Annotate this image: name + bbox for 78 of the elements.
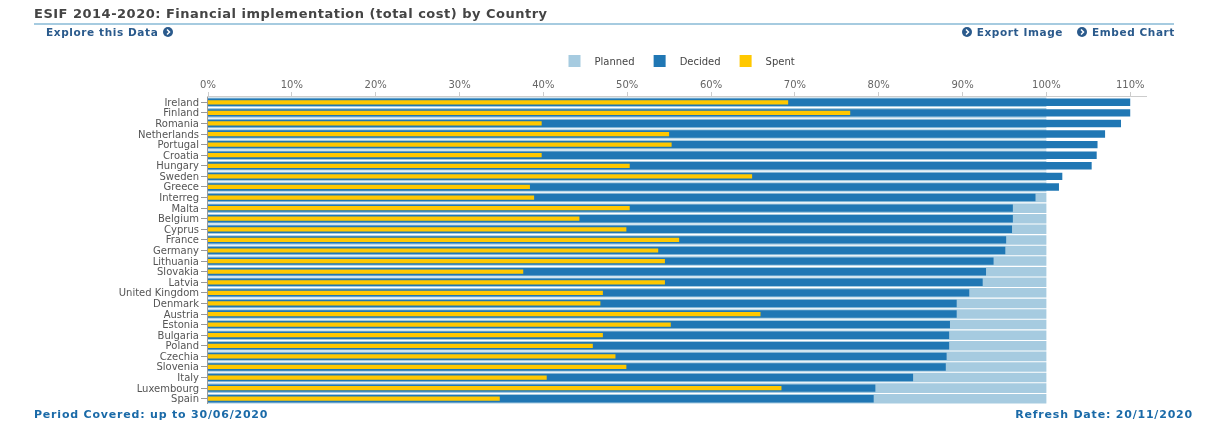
x-tick-label: 110%: [1115, 79, 1145, 90]
x-tick-label: 0%: [200, 79, 216, 90]
bar: [208, 269, 524, 274]
chart-title: ESIF 2014-2020: Financial implementation (total cost) by Country: [34, 6, 1174, 25]
bar: [208, 354, 616, 359]
x-tick-label: 50%: [616, 79, 639, 90]
bar: [208, 227, 627, 232]
legend-label: Decided: [679, 55, 721, 67]
x-tick-label: 70%: [783, 79, 806, 90]
bar: [208, 110, 851, 115]
bar: [208, 364, 627, 370]
y-tick-label: Belgium: [158, 213, 199, 225]
y-tick-label: Czechia: [159, 350, 199, 362]
y-tick-label: Germany: [153, 245, 200, 256]
bar: [208, 290, 603, 295]
bar: [208, 216, 580, 221]
bar: [208, 174, 753, 179]
y-tick-label: Ireland: [164, 96, 199, 108]
bar: [208, 301, 601, 306]
text: Refresh Date: 20/11/2020: [1015, 408, 1193, 421]
y-tick-label: Sweden: [159, 170, 199, 182]
legend-label: Spent: [765, 55, 795, 67]
y-tick-label: Slovakia: [157, 266, 199, 278]
x-tick-label: 100%: [1032, 79, 1061, 90]
y-tick-label: Bulgaria: [157, 329, 199, 341]
y-tick-label: Portugal: [157, 139, 199, 151]
x-tick-label: 40%: [532, 79, 555, 90]
y-tick-label: Estonia: [162, 319, 199, 331]
text: Period Covered: up to 30/06/2020: [34, 408, 269, 421]
text: Export Image: [976, 26, 1063, 38]
bar: [208, 163, 630, 168]
y-tick-label: Interreg: [159, 192, 199, 204]
y-tick-label: Malta: [171, 202, 199, 214]
y-tick-label: France: [165, 234, 199, 246]
bar: [208, 343, 593, 348]
bar: [208, 311, 761, 317]
y-tick-label: Poland: [165, 340, 199, 352]
y-tick-label: Romania: [155, 117, 199, 129]
bar: [208, 396, 500, 401]
x-tick-label: 90%: [951, 79, 974, 90]
bar: [208, 121, 542, 126]
bar: [208, 195, 535, 200]
x-tick-label: 30%: [448, 79, 471, 90]
bar: [208, 142, 672, 147]
bar: [208, 100, 789, 105]
bar: [208, 131, 670, 137]
x-tick-label: 80%: [867, 79, 890, 90]
y-tick-label: Spain: [171, 393, 199, 405]
bar: [208, 184, 530, 190]
y-tick-label: Luxembourg: [136, 382, 199, 394]
bar: [208, 237, 680, 243]
x-tick-label: 20%: [364, 79, 387, 90]
bar: [208, 333, 603, 338]
x-tick-label: 10%: [280, 79, 303, 90]
bar: [208, 153, 542, 158]
x-tick-label: 60%: [699, 79, 723, 90]
y-tick-label: Cyprus: [164, 223, 199, 235]
y-tick-label: Hungary: [156, 160, 200, 172]
y-tick-label: Denmark: [153, 297, 200, 309]
bar: [208, 206, 630, 211]
y-tick-label: Austria: [163, 308, 199, 320]
bar: [208, 248, 659, 253]
text: Explore this Data: [46, 26, 159, 38]
bar: [208, 322, 671, 327]
y-tick-label: Finland: [163, 107, 199, 119]
y-tick-label: Latvia: [168, 276, 199, 288]
bar: [208, 386, 782, 391]
bar: [208, 258, 665, 264]
y-tick-label: Netherlands: [138, 128, 199, 140]
legend-label: Planned: [594, 55, 635, 67]
bar: [208, 280, 665, 285]
y-tick-label: United Kingdom: [118, 287, 199, 299]
y-tick-label: Italy: [177, 372, 200, 384]
text: Embed Chart: [1092, 26, 1175, 38]
y-tick-label: Slovenia: [156, 361, 199, 373]
bar: [208, 375, 547, 380]
y-tick-label: Greece: [163, 181, 199, 193]
y-tick-label: Croatia: [163, 149, 199, 161]
